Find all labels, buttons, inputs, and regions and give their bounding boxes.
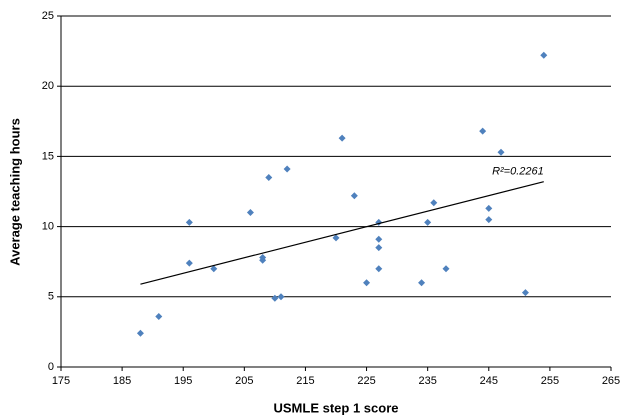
y-axis-title: Average teaching hours xyxy=(7,118,22,266)
point xyxy=(375,244,383,252)
point xyxy=(265,173,273,181)
point xyxy=(185,259,193,267)
point xyxy=(136,329,144,337)
y-tick-label: 5 xyxy=(48,291,54,303)
point xyxy=(497,148,505,156)
x-axis-title: USMLE step 1 score xyxy=(274,400,399,415)
trendline xyxy=(140,181,544,285)
x-tick-label: 215 xyxy=(296,375,314,387)
x-tick-label: 175 xyxy=(52,375,70,387)
point xyxy=(271,294,279,302)
point xyxy=(210,265,218,273)
point xyxy=(424,218,432,226)
point xyxy=(246,209,254,217)
y-tick-label: 0 xyxy=(48,361,54,373)
point xyxy=(430,199,438,207)
point xyxy=(155,312,163,320)
annotation: R²=0.2261 xyxy=(492,166,544,178)
x-tick-label: 205 xyxy=(235,375,253,387)
x-tick-label: 255 xyxy=(541,375,559,387)
point xyxy=(418,279,426,287)
point xyxy=(485,204,493,212)
y-tick-label: 25 xyxy=(42,10,54,22)
point xyxy=(485,216,493,224)
point xyxy=(375,235,383,243)
point xyxy=(332,234,340,242)
point xyxy=(479,127,487,135)
point xyxy=(283,165,291,173)
point xyxy=(363,279,371,287)
point xyxy=(442,265,450,273)
point xyxy=(338,134,346,142)
x-tick-label: 265 xyxy=(602,375,620,387)
x-tick-label: 185 xyxy=(113,375,131,387)
y-tick-label: 10 xyxy=(42,221,54,233)
y-tick-label: 20 xyxy=(42,80,54,92)
x-tick-label: 235 xyxy=(418,375,436,387)
x-tick-label: 195 xyxy=(174,375,192,387)
point xyxy=(375,265,383,273)
y-tick-label: 15 xyxy=(42,150,54,162)
x-tick-label: 245 xyxy=(480,375,498,387)
point xyxy=(259,256,267,264)
point xyxy=(521,289,529,297)
point xyxy=(277,293,285,301)
x-tick-label: 225 xyxy=(357,375,375,387)
point xyxy=(540,51,548,59)
point xyxy=(185,218,193,226)
point xyxy=(350,192,358,200)
